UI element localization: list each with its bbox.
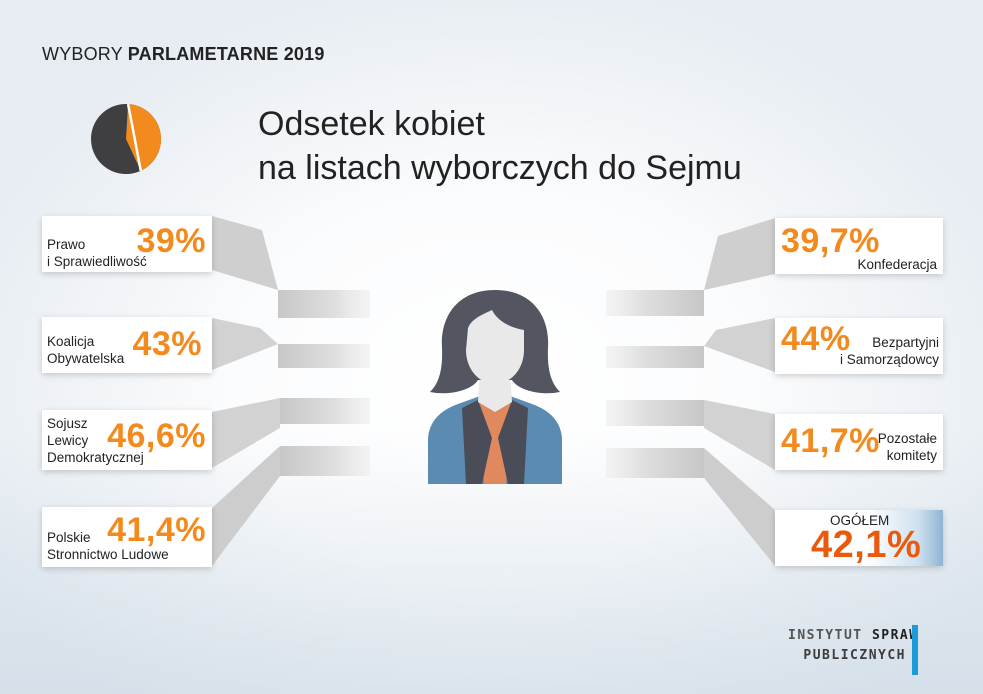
party-name: Sojusz Lewicy Demokratycznej bbox=[47, 416, 144, 465]
logo-line1-b: SPRAW bbox=[871, 628, 919, 643]
isp-logo: INSTYTUT SPRAW PUBLICZNYCH bbox=[788, 625, 919, 675]
party-name: Prawo i Sprawiedliwość bbox=[47, 237, 147, 269]
party-name: Koalicja Obywatelska bbox=[47, 334, 125, 366]
connector-left-4 bbox=[212, 446, 370, 566]
party-value: 46,6% bbox=[107, 417, 206, 455]
card-pozostale: 41,7% Pozostałe komitety bbox=[775, 414, 943, 470]
connector-left-2 bbox=[212, 318, 370, 370]
party-name: Bezpartyjni i Samorządowcy bbox=[839, 335, 939, 367]
header: WYBORY PARLAMETARNE 2019 bbox=[42, 44, 325, 65]
connector-right-1 bbox=[606, 218, 775, 316]
party-name: Pozostałe komitety bbox=[877, 431, 937, 463]
logo-bar bbox=[912, 625, 918, 675]
header-light: WYBORY bbox=[42, 44, 128, 64]
party-value: 44% bbox=[781, 320, 851, 358]
party-value: 41,7% bbox=[781, 422, 880, 460]
card-total: OGÓŁEM 42,1% bbox=[775, 510, 943, 566]
card-sld: Sojusz Lewicy Demokratycznej 46,6% bbox=[42, 410, 212, 470]
card-ko: Koalicja Obywatelska 43% bbox=[42, 317, 212, 373]
party-value: 39,7% bbox=[781, 222, 880, 260]
connector-left-3 bbox=[212, 398, 370, 468]
party-value: 39% bbox=[136, 222, 206, 260]
card-pis: Prawo i Sprawiedliwość 39% bbox=[42, 216, 212, 272]
party-value: 41,4% bbox=[107, 511, 206, 549]
woman-avatar-icon bbox=[428, 290, 562, 484]
total-label: OGÓŁEM bbox=[830, 513, 890, 528]
party-name: Polskie Stronnictwo Ludowe bbox=[47, 530, 169, 562]
header-bold: PARLAMETARNE 2019 bbox=[127, 44, 325, 64]
connector-right-4 bbox=[606, 448, 775, 566]
party-value: 43% bbox=[132, 325, 202, 363]
pie-slice-women bbox=[126, 104, 162, 171]
party-name: Konfederacja bbox=[857, 257, 937, 272]
card-bezpartyjni: 44% Bezpartyjni i Samorządowcy bbox=[775, 318, 943, 374]
logo-line1: INSTYTUT SPRAW bbox=[788, 628, 919, 643]
connector-right-3 bbox=[606, 400, 775, 470]
page-title: Odsetek kobiet na listach wyborczych do … bbox=[258, 105, 742, 187]
connector-right-2 bbox=[606, 318, 775, 372]
logo-line2: PUBLICZNYCH bbox=[803, 648, 906, 663]
card-psl: Polskie Stronnictwo Ludowe 41,4% bbox=[42, 507, 212, 567]
total-value: 42,1% bbox=[811, 524, 922, 566]
connector-left-1 bbox=[212, 216, 370, 318]
pie-icon bbox=[91, 103, 162, 174]
logo-line1-a: INSTYTUT bbox=[788, 628, 872, 643]
pie-separator bbox=[126, 103, 143, 171]
card-konfederacja: 39,7% Konfederacja bbox=[775, 218, 943, 274]
